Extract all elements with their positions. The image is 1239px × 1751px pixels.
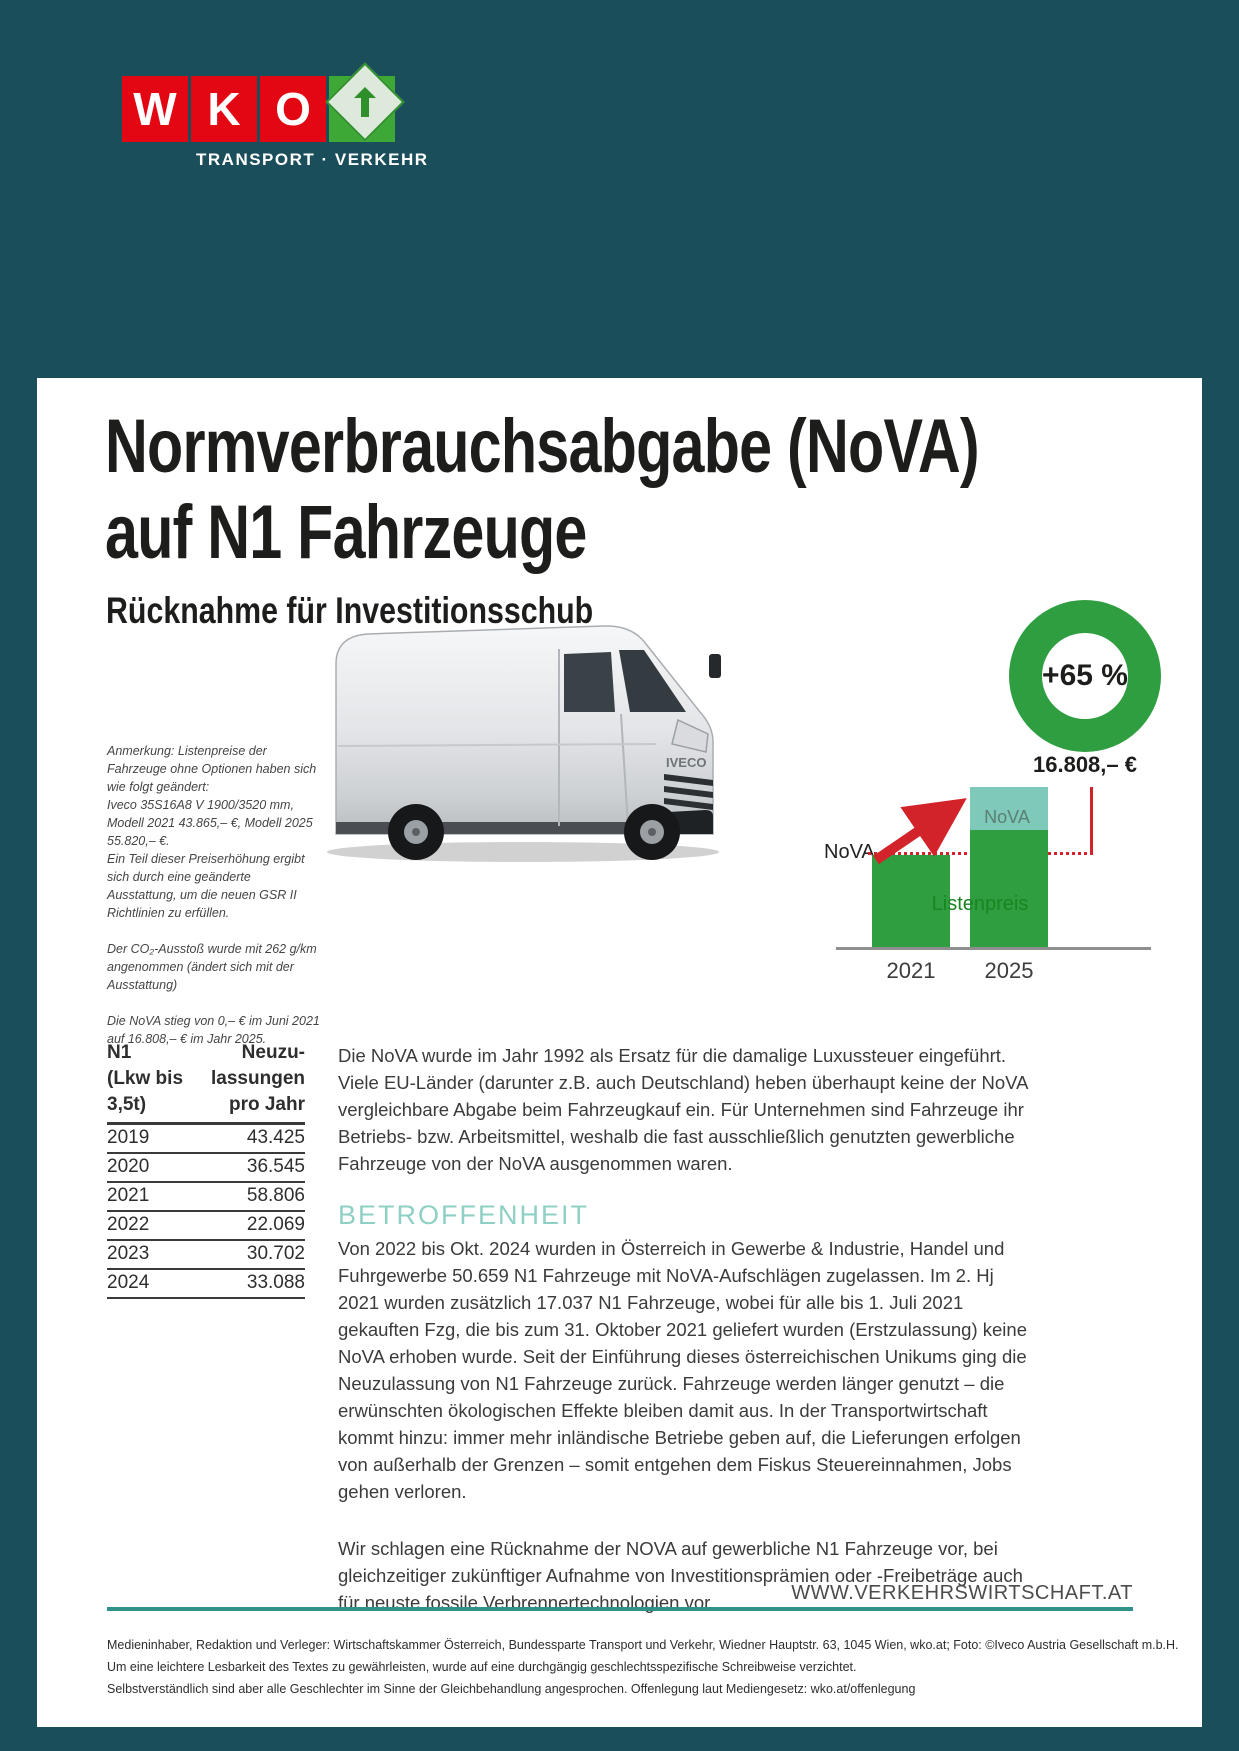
donut-caption: 16.808,– €: [1033, 752, 1137, 777]
axis-baseline: [836, 947, 1151, 950]
year-cell: 2024: [107, 1269, 196, 1299]
registrations-table: N1 (Lkw bis 3,5t) Neuzu- lassungen pro J…: [107, 1040, 305, 1299]
bar-2021-listenpreis: [872, 855, 950, 947]
van-image: IVECO: [316, 594, 730, 874]
table-row: 2019 43.425: [107, 1123, 305, 1154]
table-header-n1: N1 (Lkw bis 3,5t): [107, 1040, 196, 1125]
increase-arrow-icon: [873, 798, 967, 865]
van-brand-label: IVECO: [666, 755, 706, 770]
sidenote-paragraph: Anmerkung: Listenpreise der Fahrzeuge oh…: [107, 744, 317, 920]
wko-diamond-icon: [325, 62, 405, 142]
transport-arrow-icon: [354, 87, 376, 117]
imprint-line: Medieninhaber, Redaktion und Verleger: W…: [107, 1638, 1179, 1652]
logo-emblem-square: [325, 62, 405, 142]
year-cell: 2019: [107, 1123, 196, 1154]
bar-chart: NoVA NoVA Listenpreis 2021 2025: [820, 770, 1165, 995]
value-cell: 36.545: [195, 1153, 305, 1183]
year-cell: 2023: [107, 1240, 196, 1270]
year-cell: 2020: [107, 1153, 196, 1183]
nova-axis-label: NoVA: [824, 841, 875, 863]
logo-letter-o: O: [260, 76, 326, 142]
value-cell: 33.088: [195, 1269, 305, 1299]
value-cell: 43.425: [195, 1123, 305, 1154]
bar-2025-nova: [970, 787, 1048, 830]
table-row: 2022 22.069: [107, 1211, 305, 1241]
table-row: 2023 30.702: [107, 1240, 305, 1270]
donut-chart: +65 %: [1009, 600, 1161, 752]
listenpreis-label: Listenpreis: [931, 893, 1029, 915]
table-header-registrations: Neuzu- lassungen pro Jahr: [195, 1040, 305, 1125]
sidenote-paragraph: Der CO₂-Ausstoß wurde mit 262 g/km angen…: [107, 942, 317, 992]
page-subtitle: Rücknahme für Investitionsschub: [106, 590, 594, 631]
website-url[interactable]: WWW.VERKEHRSWIRTSCHAFT.AT: [791, 1582, 1133, 1604]
logo-letter-k: K: [191, 76, 257, 142]
nova-measure-line: [1090, 787, 1093, 855]
logo-tagline: TRANSPORT · VERKEHR: [196, 150, 429, 169]
sidenote: Anmerkung: Listenpreise der Fahrzeuge oh…: [107, 742, 323, 1066]
section-heading-betroffenheit: BETROFFENHEIT: [338, 1200, 590, 1230]
year-cell: 2021: [107, 1182, 196, 1212]
year-label-2025: 2025: [984, 958, 1034, 983]
table-row: 2021 58.806: [107, 1182, 305, 1212]
footer-rule: [107, 1607, 1133, 1611]
value-cell: 58.806: [195, 1182, 305, 1212]
imprint-line: Um eine leichtere Lesbarkeit des Textes …: [107, 1660, 857, 1674]
page-title-line2: auf N1 Fahrzeuge: [105, 490, 587, 575]
iveco-van-illustration: IVECO: [327, 625, 721, 862]
footer-imprint: Medieninhaber, Redaktion und Verleger: W…: [107, 1634, 1179, 1700]
table-row: 2020 36.545: [107, 1153, 305, 1183]
year-cell: 2022: [107, 1211, 196, 1241]
nova-bar-label: NoVA: [984, 807, 1030, 827]
wko-logo: W K O: [122, 62, 405, 142]
value-cell: 30.702: [195, 1240, 305, 1270]
bar-2025-listenpreis: [970, 830, 1048, 947]
year-label-2021: 2021: [886, 958, 936, 983]
value-cell: 22.069: [195, 1211, 305, 1241]
page-title-line1: Normverbrauchsabgabe (NoVA): [105, 404, 980, 489]
body-text: Die NoVA wurde im Jahr 1992 als Ersatz f…: [338, 1042, 1038, 1616]
paragraph-betroffenheit: Von 2022 bis Okt. 2024 wurden in Österre…: [338, 1238, 1027, 1502]
logo-letter-w: W: [122, 76, 188, 142]
imprint-line: Selbstverständlich sind aber alle Geschl…: [107, 1682, 916, 1696]
donut-center-value: +65 %: [1042, 659, 1128, 692]
page-title: Normverbrauchsabgabe (NoVA) auf N1 Fahrz…: [105, 404, 980, 576]
table-row: 2024 33.088: [107, 1269, 305, 1299]
paragraph-intro: Die NoVA wurde im Jahr 1992 als Ersatz f…: [338, 1045, 1028, 1174]
